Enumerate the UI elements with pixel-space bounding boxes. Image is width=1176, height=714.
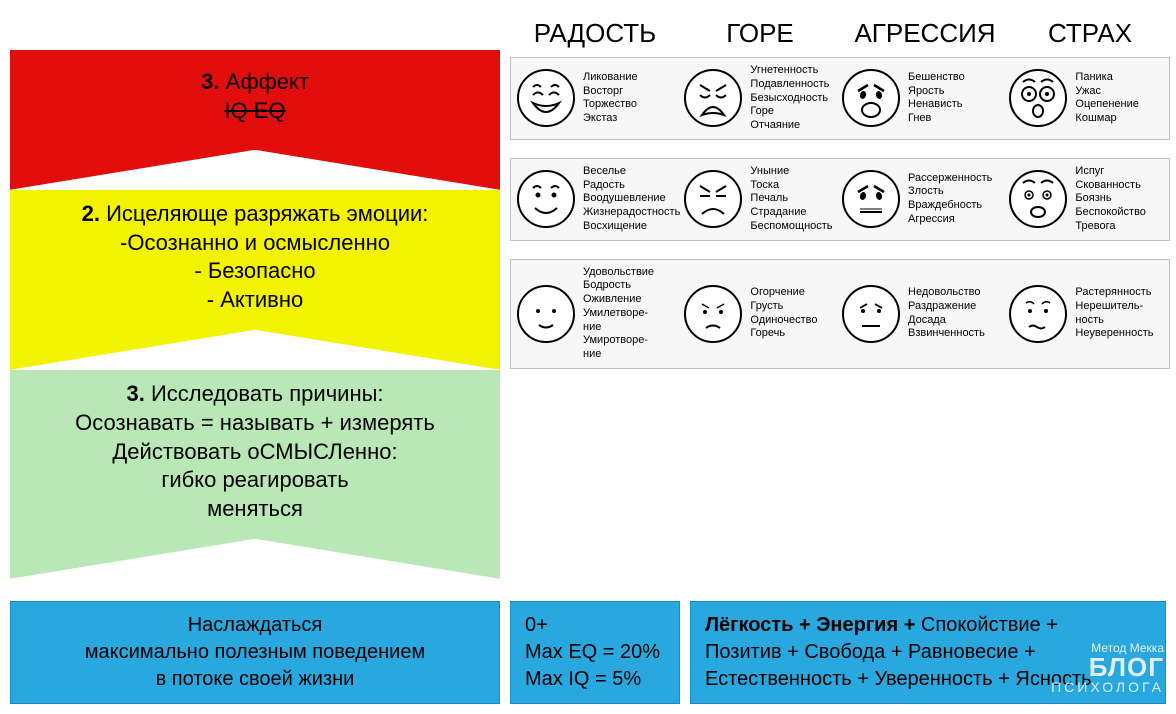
face-icon-anger_mid xyxy=(840,168,902,230)
emotion-cell: ПаникаУжасОцепенениеКошмар xyxy=(1007,64,1165,133)
header-joy: РАДОСТЬ xyxy=(510,18,680,49)
arrow-green-line: Действовать оСМЫСЛенно: xyxy=(50,438,460,467)
bottom-box1-line: в потоке своей жизни xyxy=(25,666,485,693)
emotion-rows: ЛикованиеВосторгТоржествоЭкстаз Угнетенн… xyxy=(510,57,1170,369)
emotion-cell: ОгорчениеГрустьОдиночествоГоречь xyxy=(682,266,840,362)
bottom-box-enjoy: Наслаждаться максимально полезным поведе… xyxy=(10,601,500,704)
emotion-cell: БешенствоЯростьНенавистьГнев xyxy=(840,64,1007,133)
bottom-box3-line1: Лёгкость + Энергия + Спокойствие + xyxy=(705,612,1151,639)
arrow-yellow-line: -Осознанно и осмысленно xyxy=(50,229,460,258)
face-icon-fear_mid xyxy=(1007,168,1069,230)
face-icon-joy_high xyxy=(515,67,577,129)
face-icon-anger_low xyxy=(840,283,902,345)
arrow-yellow-num: 2. xyxy=(82,201,100,226)
emotion-cell: ВесельеРадостьВоодушевлениеЖизнерадостно… xyxy=(515,165,682,234)
emotion-cell: ИспугСкованностьБоязньБеспокойствоТревог… xyxy=(1007,165,1165,234)
arrow-red-title: 3. Аффект xyxy=(50,68,460,97)
bottom-box2-line: 0+ xyxy=(525,612,665,639)
emotion-row: ЛикованиеВосторгТоржествоЭкстаз Угнетенн… xyxy=(510,57,1170,140)
emotion-words: ПаникаУжасОцепенениеКошмар xyxy=(1075,71,1138,126)
emotion-cell: РассерженностьЗлостьВраждебностьАгрессия xyxy=(840,165,1007,234)
arrow-yellow-line: - Безопасно xyxy=(50,257,460,286)
arrow-green-text: Исследовать причины: xyxy=(151,381,384,406)
emotion-words: БешенствоЯростьНенавистьГнев xyxy=(908,71,965,126)
bottom-box3-bold: Лёгкость + Энергия + xyxy=(705,614,915,636)
arrow-yellow-discharge: 2. Исцеляюще разряжать эмоции: -Осознанн… xyxy=(10,190,500,330)
watermark: Метод Мекка БЛОГ ПСИХОЛОГА xyxy=(1051,642,1164,694)
arrow-red-text: Аффект xyxy=(226,69,309,94)
emotion-cell: УгнетенностьПодавленностьБезысходностьГо… xyxy=(682,64,840,133)
emotion-words: ОгорчениеГрустьОдиночествоГоречь xyxy=(750,286,817,341)
header-aggression: АГРЕССИЯ xyxy=(840,18,1010,49)
bottom-box-stats: 0+ Max EQ = 20% Max IQ = 5% xyxy=(510,601,680,704)
arrow-red-affect: 3. Аффект IQ EQ xyxy=(10,50,500,150)
emotion-words: ЛикованиеВосторгТоржествоЭкстаз xyxy=(583,71,638,126)
emotion-cell: ЛикованиеВосторгТоржествоЭкстаз xyxy=(515,64,682,133)
emotion-row: ВесельеРадостьВоодушевлениеЖизнерадостно… xyxy=(510,158,1170,241)
arrow-green-num: 3. xyxy=(126,381,144,406)
emotion-words: НедовольствоРаздражениеДосадаВзвинченнос… xyxy=(908,286,985,341)
left-arrow-column: 3. Аффект IQ EQ 2. Исцеляюще разряжать э… xyxy=(10,50,500,539)
arrow-green-title: 3. Исследовать причины: xyxy=(50,380,460,409)
emotion-words: УгнетенностьПодавленностьБезысходностьГо… xyxy=(750,64,829,133)
emotion-row: УдовольствиеБодростьОживлениеУмилетворе-… xyxy=(510,259,1170,369)
emotion-cell: УдовольствиеБодростьОживлениеУмилетворе-… xyxy=(515,266,682,362)
bottom-row: Наслаждаться максимально полезным поведе… xyxy=(10,601,1166,704)
emotion-words: УныниеТоскаПечальСтраданиеБеспомощность xyxy=(750,165,832,234)
emotion-words: РассерженностьЗлостьВраждебностьАгрессия xyxy=(908,172,992,227)
face-icon-fear_low xyxy=(1007,283,1069,345)
arrow-green-line: гибко реагировать xyxy=(50,466,460,495)
emotion-cell: РастерянностьНерешитель-ностьНеувереннос… xyxy=(1007,266,1165,362)
emotion-words: ВесельеРадостьВоодушевлениеЖизнерадостно… xyxy=(583,165,680,234)
emotion-cell: НедовольствоРаздражениеДосадаВзвинченнос… xyxy=(840,266,1007,362)
emotion-words: УдовольствиеБодростьОживлениеУмилетворе-… xyxy=(583,266,654,362)
arrow-green-line: меняться xyxy=(50,495,460,524)
infographic-root: 3. Аффект IQ EQ 2. Исцеляюще разряжать э… xyxy=(0,0,1176,714)
watermark-mid: БЛОГ xyxy=(1051,654,1164,680)
bottom-box2-line: Max EQ = 20% xyxy=(525,639,665,666)
arrow-red-sub: IQ EQ xyxy=(50,97,460,126)
arrow-yellow-title: 2. Исцеляюще разряжать эмоции: xyxy=(50,200,460,229)
emotion-headers: РАДОСТЬ ГОРЕ АГРЕССИЯ СТРАХ xyxy=(510,18,1170,49)
arrow-yellow-text: Исцеляюще разряжать эмоции: xyxy=(106,201,428,226)
header-grief: ГОРЕ xyxy=(680,18,840,49)
arrow-yellow-line: - Активно xyxy=(50,286,460,315)
bottom-box1-line: Наслаждаться xyxy=(25,612,485,639)
bottom-box1-line: максимально полезным поведением xyxy=(25,639,485,666)
face-icon-grief_low xyxy=(682,283,744,345)
bottom-box2-line: Max IQ = 5% xyxy=(525,666,665,693)
watermark-bot: ПСИХОЛОГА xyxy=(1051,680,1164,694)
emotion-cell: УныниеТоскаПечальСтраданиеБеспомощность xyxy=(682,165,840,234)
emotion-table: РАДОСТЬ ГОРЕ АГРЕССИЯ СТРАХ ЛикованиеВос… xyxy=(510,18,1170,387)
header-fear: СТРАХ xyxy=(1010,18,1170,49)
emotion-words: ИспугСкованностьБоязньБеспокойствоТревог… xyxy=(1075,165,1146,234)
face-icon-fear_high xyxy=(1007,67,1069,129)
face-icon-anger_high xyxy=(840,67,902,129)
bottom-box3-rest1: Спокойствие + xyxy=(915,614,1058,636)
face-icon-joy_low xyxy=(515,283,577,345)
emotion-words: РастерянностьНерешитель-ностьНеувереннос… xyxy=(1075,286,1153,341)
face-icon-grief_mid xyxy=(682,168,744,230)
face-icon-grief_high xyxy=(682,67,744,129)
arrow-green-line: Осознавать = называть + измерять xyxy=(50,409,460,438)
arrow-red-num: 3. xyxy=(201,69,219,94)
arrow-green-explore: 3. Исследовать причины: Осознавать = наз… xyxy=(10,370,500,539)
face-icon-joy_mid xyxy=(515,168,577,230)
